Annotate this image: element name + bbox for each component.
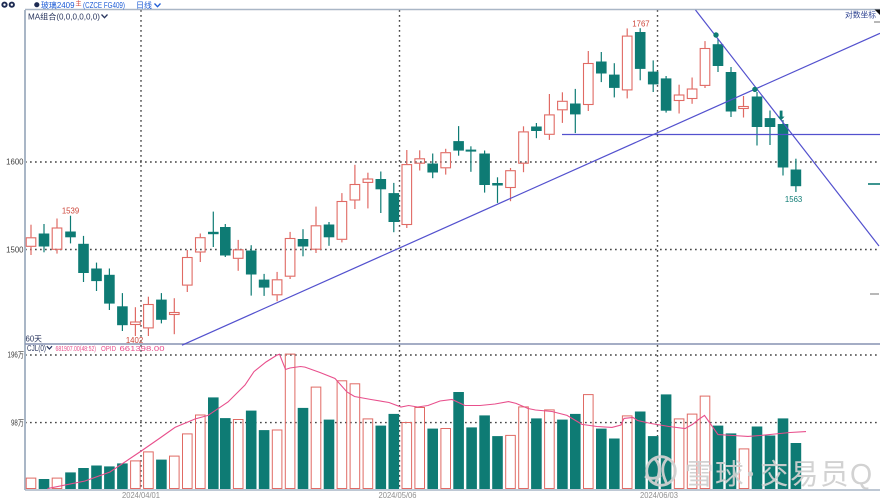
- svg-text:雪球: 雪球: [685, 459, 745, 491]
- svg-text:2024/06/03: 2024/06/03: [640, 491, 678, 500]
- svg-text:玻璃2409: 玻璃2409: [41, 0, 75, 10]
- svg-text:OPID: OPID: [101, 344, 116, 353]
- svg-text:1402: 1402: [126, 336, 143, 345]
- svg-text:主: 主: [76, 0, 82, 8]
- svg-text:对数坐标: 对数坐标: [845, 10, 876, 20]
- svg-text:1767: 1767: [632, 19, 649, 28]
- svg-text:1600: 1600: [6, 158, 24, 167]
- svg-text:196万: 196万: [8, 351, 25, 360]
- svg-text:2024/05/06: 2024/05/06: [379, 491, 417, 500]
- svg-text:1563: 1563: [785, 195, 802, 204]
- svg-text:(CZCE FG409): (CZCE FG409): [83, 1, 125, 10]
- svg-text:661398.00: 661398.00: [120, 344, 165, 353]
- svg-text:60天: 60天: [26, 335, 43, 344]
- svg-text:2024/04/01: 2024/04/01: [122, 491, 160, 500]
- svg-text:交易员Q: 交易员Q: [760, 459, 874, 491]
- svg-text:1539: 1539: [62, 206, 79, 215]
- svg-text:CJL(0): CJL(0): [27, 344, 46, 353]
- svg-text:MA组合(0,0,0,0,0,0): MA组合(0,0,0,0,0,0): [28, 12, 100, 22]
- svg-text:日线: 日线: [136, 0, 152, 10]
- svg-text:681907.00(48:52): 681907.00(48:52): [56, 344, 97, 353]
- svg-text:1500: 1500: [6, 246, 24, 255]
- svg-text:98万: 98万: [11, 419, 24, 428]
